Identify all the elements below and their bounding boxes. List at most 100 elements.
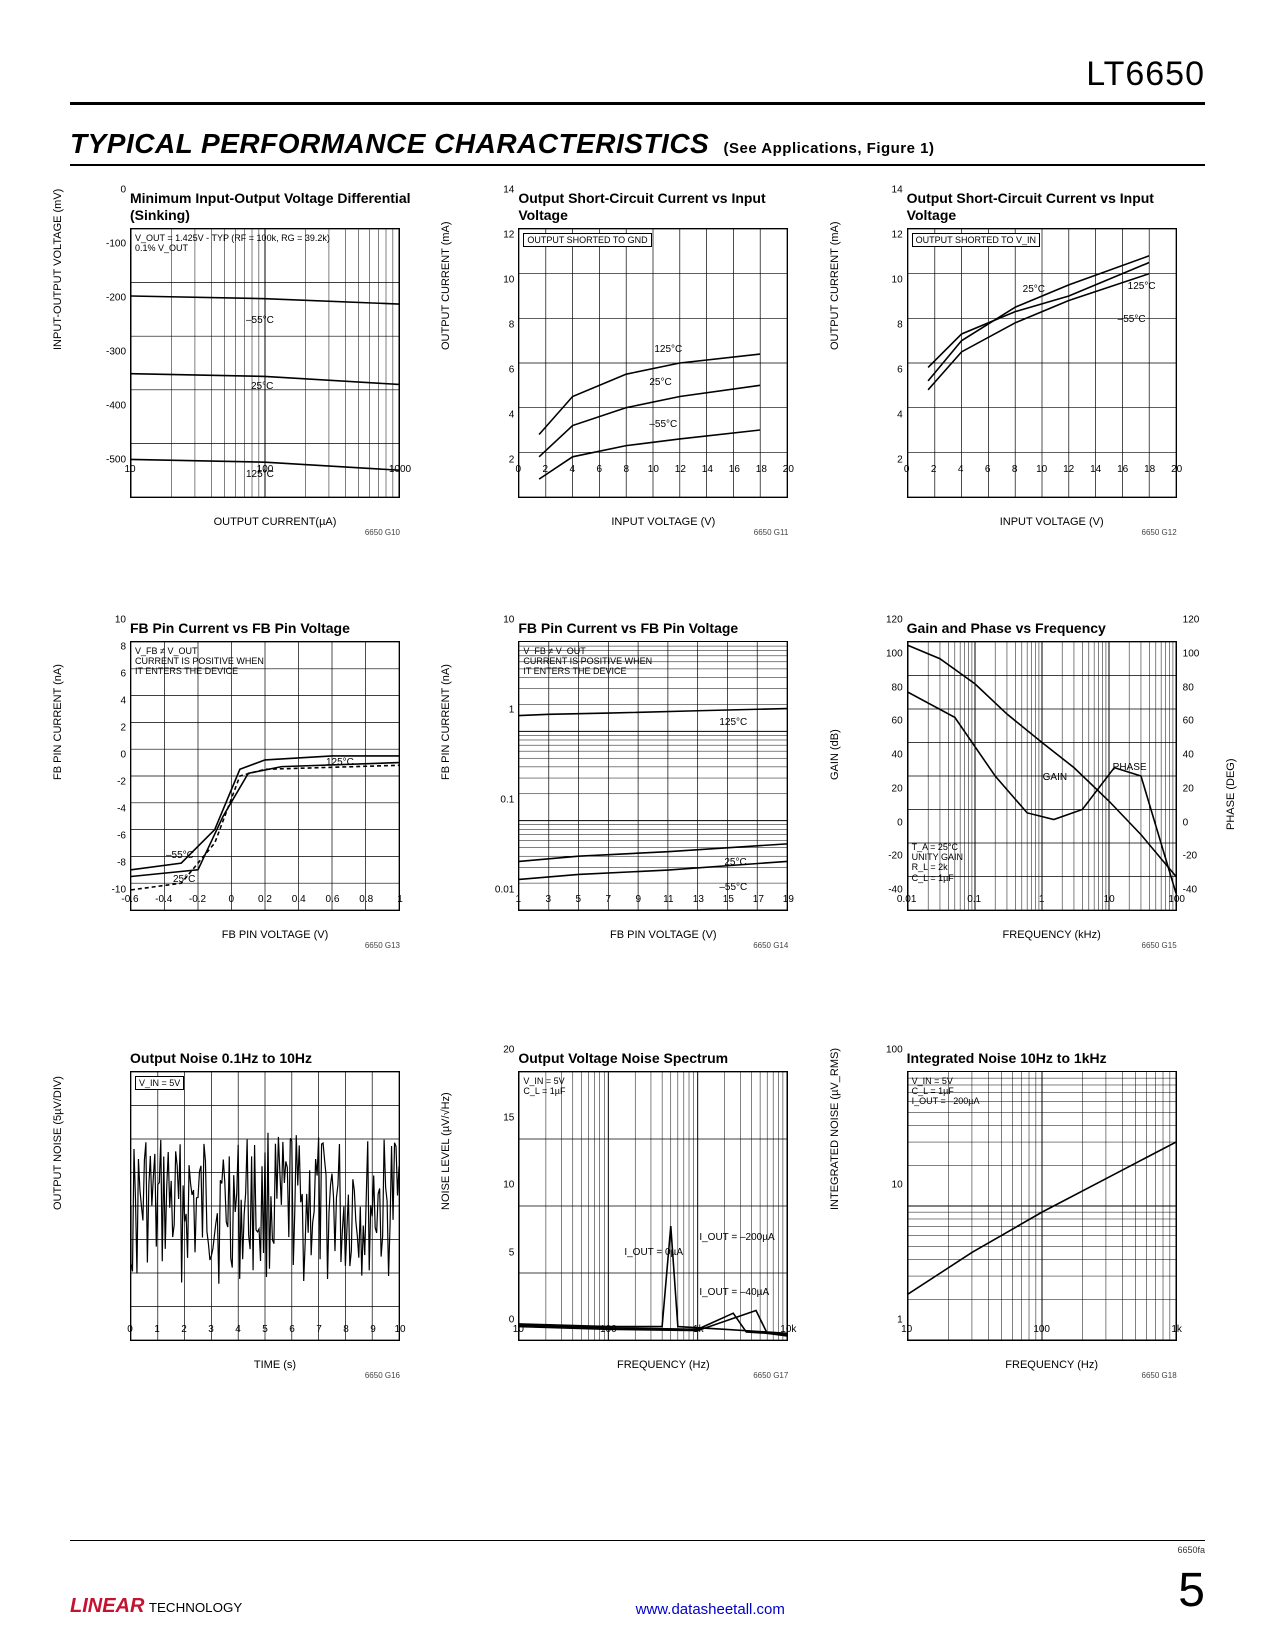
curve-label: I_OUT = –200µA [699,1232,774,1243]
y-tick-labels: -40-20020406080100120 [875,620,905,890]
footer-rule [70,1540,1205,1541]
page-footer: 6650fa LINEAR TECHNOLOGY www.datasheetal… [70,1540,1205,1620]
plot-area: V_IN = 5V [130,1071,400,1341]
chart-g12: Output Short-Circuit Current vs Input Vo… [857,190,1197,590]
curve-label: –55°C [649,419,677,430]
y2-tick-labels: -40-20020406080100120 [1181,620,1209,890]
x-axis-label: FREQUENCY (Hz) [907,1359,1197,1371]
chart-g18: Integrated Noise 10Hz to 1kHz V_IN = 5VC… [857,1050,1197,1450]
x-axis-label: INPUT VOLTAGE (V) [907,516,1197,528]
y-tick-labels: 110100 [875,1050,905,1320]
curve-label: –55°C [1118,314,1146,325]
logo-subtext: TECHNOLOGY [149,1600,242,1615]
plot-area: OUTPUT SHORTED TO V_IN 25°C 125°C –55°C [907,228,1177,498]
section-title-text: TYPICAL PERFORMANCE CHARACTERISTICS [70,128,709,159]
chart-title: Output Short-Circuit Current vs Input Vo… [518,190,808,224]
y-tick-labels: 0-100-200-300-400-500 [98,190,128,460]
logo-text: LINEAR [70,1595,144,1617]
chart-g13: FB Pin Current vs FB Pin Voltage V_FB ≠ … [80,620,420,1020]
y-axis-label: FB PIN CURRENT (nA) [440,664,452,780]
curve-label: GAIN [1043,772,1067,783]
x-tick-labels: 101001k10k [518,1324,788,1338]
chart-g14: FB Pin Current vs FB Pin Voltage V_FB ≠ … [468,620,808,1020]
y-axis-label: NOISE LEVEL (µV/√Hz) [440,1092,452,1210]
curve-label: I_OUT = 0µA [624,1247,683,1258]
plot-area: V_OUT = 1.425V - TYP (RF = 100k, RG = 39… [130,228,400,498]
header-rule-2 [70,164,1205,166]
charts-grid: Minimum Input-Output Voltage Differentia… [80,190,1205,1450]
plot-area: V_FB ≠ V_OUTCURRENT IS POSITIVE WHENIT E… [130,641,400,911]
curve-label: 25°C [173,874,195,885]
footer-revision: 6650fa [70,1545,1205,1555]
y-axis-label: INTEGRATED NOISE (µV_RMS) [829,1048,841,1210]
x-axis-label: OUTPUT CURRENT(µA) [130,516,420,528]
chart-annotation: V_IN = 5VC_L = 1µFI_OUT = –200µA [912,1076,980,1107]
y-tick-labels: 05101520 [486,1050,516,1320]
chart-annotation: OUTPUT SHORTED TO GND [523,233,651,247]
chart-g16: Output Noise 0.1Hz to 10Hz V_IN = 5V 012… [80,1050,420,1450]
plot-area: V_IN = 5VC_L = 1µFI_OUT = 0µAI_OUT = –20… [518,1071,788,1341]
chart-annotation: V_OUT = 1.425V - TYP (RF = 100k, RG = 39… [135,233,330,254]
y-axis-label: GAIN (dB) [829,729,841,780]
figure-id: 6650 G13 [130,941,400,950]
chart-annotation: T_A = 25°CUNITY GAINR_L = 2kC_L = 1µF [912,842,963,883]
x-axis-label: INPUT VOLTAGE (V) [518,516,808,528]
figure-id: 6650 G10 [130,528,400,537]
chart-g17: Output Voltage Noise Spectrum V_IN = 5VC… [468,1050,808,1450]
chart-annotation: V_FB ≠ V_OUTCURRENT IS POSITIVE WHENIT E… [523,646,652,677]
figure-id: 6650 G16 [130,1371,400,1380]
chart-title: Minimum Input-Output Voltage Differentia… [130,190,420,224]
plot-area: V_IN = 5VC_L = 1µFI_OUT = –200µA [907,1071,1177,1341]
footer-link[interactable]: www.datasheetall.com [636,1601,785,1618]
x-axis-label: TIME (s) [130,1359,420,1371]
y-tick-labels: -10-8-6-4-20246810 [98,620,128,890]
curve-label: –55°C [719,882,747,893]
curve-label: I_OUT = –40µA [699,1287,769,1298]
figure-id: 6650 G17 [518,1371,788,1380]
chart-annotation: V_IN = 5V [135,1076,184,1090]
y-axis-label: OUTPUT NOISE (5µV/DIV) [52,1076,64,1210]
curve-label: 125°C [326,757,354,768]
x-axis-label: FREQUENCY (kHz) [907,929,1197,941]
curve-label: 25°C [251,381,273,392]
y-tick-labels: 0.010.1110 [486,620,516,890]
x-tick-labels: 0.010.1110100 [907,894,1177,908]
curve-label: 25°C [1023,284,1045,295]
x-tick-labels: -0.6-0.4-0.200.20.40.60.81 [130,894,400,908]
figure-id: 6650 G18 [907,1371,1177,1380]
x-tick-labels: 02468101214161820 [518,464,788,478]
x-axis-label: FB PIN VOLTAGE (V) [130,929,420,941]
chart-title: Integrated Noise 10Hz to 1kHz [907,1050,1197,1067]
plot-area: T_A = 25°CUNITY GAINR_L = 2kC_L = 1µF GAI… [907,641,1177,911]
curve-label: 125°C [1128,281,1156,292]
chart-title: FB Pin Current vs FB Pin Voltage [130,620,420,637]
curve-label: 125°C [654,344,682,355]
figure-id: 6650 G11 [518,528,788,537]
x-tick-labels: 135791113151719 [518,894,788,908]
plot-area: V_FB ≠ V_OUTCURRENT IS POSITIVE WHENIT E… [518,641,788,911]
chart-title: Output Noise 0.1Hz to 10Hz [130,1050,420,1067]
y-tick-labels: 2468101214 [486,190,516,460]
chart-annotation: V_FB ≠ V_OUTCURRENT IS POSITIVE WHENIT E… [135,646,264,677]
section-title: TYPICAL PERFORMANCE CHARACTERISTICS (See… [70,128,935,160]
y-tick-labels: 2468101214 [875,190,905,460]
page-number: 5 [1178,1563,1205,1618]
part-number: LT6650 [1086,55,1205,94]
x-tick-labels: 012345678910 [130,1324,400,1338]
figure-id: 6650 G15 [907,941,1177,950]
y-axis-label: FB PIN CURRENT (nA) [52,664,64,780]
x-axis-label: FREQUENCY (Hz) [518,1359,808,1371]
curve-label: 25°C [649,377,671,388]
x-tick-labels: 101001k [907,1324,1177,1338]
curve-label: 125°C [719,717,747,728]
chart-title: Output Short-Circuit Current vs Input Vo… [907,190,1197,224]
curve-label: –55°C [166,850,194,861]
chart-annotation: OUTPUT SHORTED TO V_IN [912,233,1040,247]
x-tick-labels: 02468101214161820 [907,464,1177,478]
y-axis-label: INPUT-OUTPUT VOLTAGE (mV) [52,189,64,350]
chart-g10: Minimum Input-Output Voltage Differentia… [80,190,420,590]
chart-g11: Output Short-Circuit Current vs Input Vo… [468,190,808,590]
header-rule [70,102,1205,105]
y-axis-label: OUTPUT CURRENT (mA) [829,221,841,350]
chart-title: Gain and Phase vs Frequency [907,620,1197,637]
